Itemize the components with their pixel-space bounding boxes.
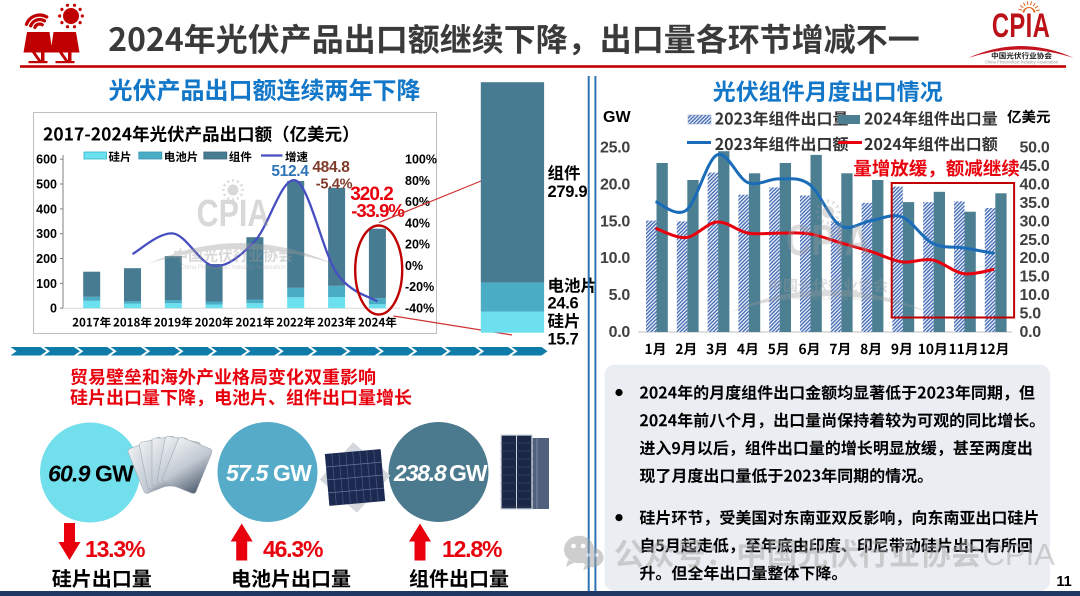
- svg-text:200: 200: [36, 252, 57, 266]
- svg-text:15.0: 15.0: [1020, 269, 1050, 286]
- svg-text:0%: 0%: [405, 259, 423, 273]
- svg-text:80%: 80%: [405, 174, 430, 188]
- svg-text:25.0: 25.0: [1020, 232, 1050, 249]
- svg-text:400: 400: [36, 202, 57, 216]
- svg-text:10.0: 10.0: [600, 250, 630, 267]
- svg-text:60%: 60%: [405, 195, 430, 209]
- svg-text:13.3%: 13.3%: [85, 536, 145, 562]
- svg-text:279.9: 279.9: [548, 183, 588, 201]
- svg-text:25.0: 25.0: [600, 140, 630, 157]
- svg-text:15.0: 15.0: [600, 213, 630, 230]
- svg-text:GW: GW: [603, 109, 631, 126]
- svg-text:46.3%: 46.3%: [263, 536, 323, 562]
- svg-text:35.0: 35.0: [1020, 195, 1050, 212]
- svg-text:20.0: 20.0: [600, 176, 630, 193]
- svg-text:24.6: 24.6: [548, 295, 579, 313]
- svg-text:CPIA: CPIA: [197, 193, 270, 235]
- svg-text:320.2: 320.2: [350, 184, 393, 205]
- svg-text:500: 500: [36, 178, 57, 192]
- svg-text:10.0: 10.0: [1020, 287, 1050, 304]
- svg-text:100: 100: [36, 277, 57, 291]
- svg-text:40.0: 40.0: [1020, 176, 1050, 193]
- svg-text:15.7: 15.7: [548, 331, 579, 349]
- svg-text:600: 600: [36, 153, 57, 167]
- svg-text:512.4: 512.4: [271, 163, 309, 180]
- svg-text:100%: 100%: [405, 153, 437, 167]
- svg-text:5.0: 5.0: [1020, 306, 1042, 323]
- svg-text:GW: GW: [449, 460, 488, 486]
- svg-text:-33.9%: -33.9%: [351, 200, 404, 221]
- svg-text:CPIA: CPIA: [992, 7, 1050, 45]
- svg-text:0: 0: [50, 302, 57, 316]
- svg-text:CPIA: CPIA: [786, 216, 870, 265]
- svg-text:CPIA: CPIA: [983, 537, 1056, 572]
- svg-text:-5.4%: -5.4%: [316, 177, 353, 193]
- svg-text:30.0: 30.0: [1020, 213, 1050, 230]
- svg-text:20%: 20%: [405, 238, 430, 252]
- svg-text:40%: 40%: [405, 217, 430, 231]
- svg-text:300: 300: [36, 227, 57, 241]
- svg-text:China Photovoltaic Industry As: China Photovoltaic Industry Association: [775, 296, 880, 302]
- svg-text:0.0: 0.0: [609, 324, 631, 341]
- svg-text:China Photovoltaic Industry As: China Photovoltaic Industry Association: [180, 265, 285, 271]
- svg-text:GW: GW: [95, 461, 134, 487]
- svg-text:484.8: 484.8: [312, 159, 350, 176]
- svg-text:57.5: 57.5: [226, 460, 270, 486]
- svg-text:60.9: 60.9: [48, 461, 91, 487]
- svg-text:-40%: -40%: [405, 302, 434, 316]
- svg-text:5.0: 5.0: [609, 287, 631, 304]
- svg-text:-20%: -20%: [405, 280, 434, 294]
- svg-text:12.8%: 12.8%: [442, 536, 502, 562]
- svg-text:45.0: 45.0: [1020, 158, 1050, 175]
- svg-text:20.0: 20.0: [1020, 250, 1050, 267]
- svg-text:China Photovoltaic Industry As: China Photovoltaic Industry Association: [985, 60, 1059, 65]
- svg-text:238.8: 238.8: [393, 460, 447, 486]
- svg-text:GW: GW: [273, 460, 312, 486]
- svg-text:0.0: 0.0: [1020, 324, 1042, 341]
- svg-text:50.0: 50.0: [1020, 140, 1050, 157]
- svg-text:11: 11: [1056, 574, 1071, 590]
